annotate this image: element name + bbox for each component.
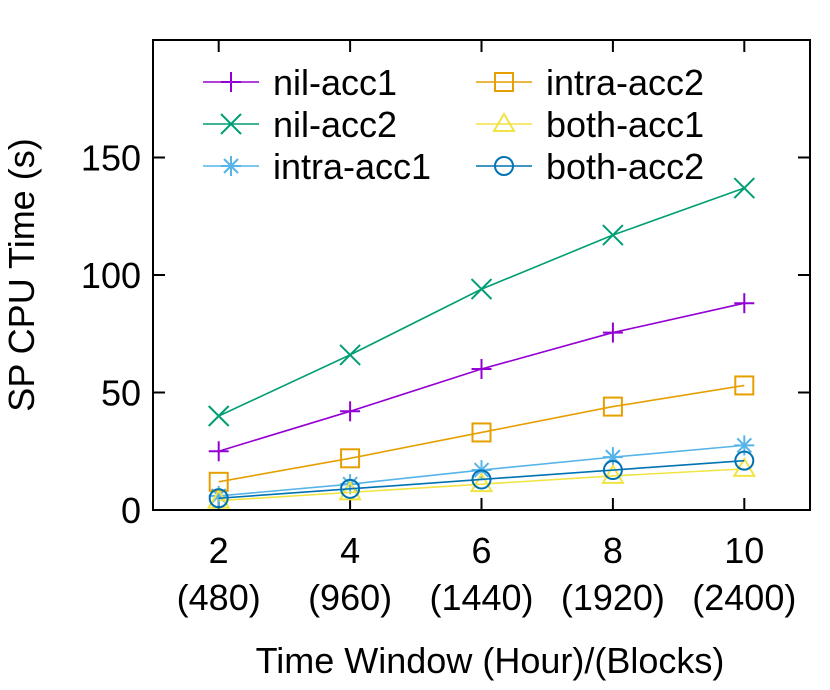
marker-triangle [338, 480, 362, 501]
data-point-plus [734, 293, 755, 314]
legend-item-both-acc2: both-acc2 [476, 146, 704, 187]
marker-triangle [492, 112, 516, 132]
data-point-triangle [338, 480, 362, 501]
data-point-square [602, 396, 623, 417]
marker-stroke [223, 158, 239, 174]
data-point-cross [470, 278, 493, 300]
y-tick-label: 50 [101, 373, 141, 414]
data-point-plus [221, 72, 241, 92]
data-point-square [734, 375, 755, 396]
series-nil-acc1 [208, 293, 755, 462]
marker-square [734, 375, 755, 396]
marker-square [471, 422, 492, 443]
marker-stroke [736, 437, 753, 454]
data-point-cross [207, 405, 230, 427]
x-tick-label: 8 [603, 530, 623, 571]
marker-stroke [470, 278, 493, 300]
data-point-triangle [492, 112, 516, 132]
marker-circle [734, 450, 755, 471]
legend-label: both-acc2 [546, 146, 704, 187]
x-tick-label: 2 [209, 530, 229, 571]
series-line-nil-acc2 [218, 187, 745, 417]
legend: nil-acc1nil-acc2intra-acc1intra-acc2both… [203, 62, 704, 187]
data-point-square [471, 422, 492, 443]
y-tick-label: 150 [81, 138, 141, 179]
data-point-cross [220, 113, 242, 135]
data-point-cross [339, 344, 361, 366]
x-tick-label: 4 [340, 530, 360, 571]
marker-triangle [601, 463, 625, 484]
x-axis-title: Time Window (Hour)/(Blocks) [256, 640, 725, 681]
series-layer [206, 177, 757, 509]
legend-item-intra-acc1: intra-acc1 [203, 146, 431, 187]
x-tick-label: 10 [724, 530, 764, 571]
marker-square [340, 448, 361, 469]
legend-label: intra-acc1 [273, 146, 431, 187]
series-line-both-acc2 [218, 459, 745, 500]
marker-stroke [220, 113, 242, 135]
legend-label: nil-acc1 [273, 62, 397, 103]
marker-triangle [469, 472, 494, 493]
x-axis-ticks: 2 (480) 4 (960) 6 (1440) 8 (1920) 10 (2400) [177, 40, 796, 618]
data-point-plus [208, 441, 229, 462]
legend-label: both-acc1 [546, 104, 704, 145]
x-tick-sublabel: (1920) [561, 577, 665, 618]
data-point-circle [602, 460, 623, 481]
legend-item-nil-acc2: nil-acc2 [203, 104, 397, 145]
data-point-cross [602, 224, 624, 246]
series-line-intra-acc2 [218, 384, 745, 483]
y-tick-label: 100 [81, 255, 141, 296]
marker-circle [208, 488, 229, 509]
marker-stroke [339, 344, 361, 366]
data-point-star [221, 156, 241, 176]
data-point-circle [208, 488, 229, 509]
y-tick-label: 0 [121, 490, 141, 531]
x-tick-sublabel: (480) [177, 577, 261, 618]
marker-circle [602, 460, 623, 481]
legend-item-nil-acc1: nil-acc1 [203, 62, 397, 103]
data-point-circle [340, 478, 361, 499]
series-both-acc2 [208, 450, 755, 509]
marker-circle [494, 156, 514, 176]
data-point-plus [471, 359, 492, 379]
x-tick-sublabel: (960) [308, 577, 392, 618]
marker-stroke [602, 224, 624, 246]
data-point-plus [340, 401, 361, 422]
data-point-triangle [469, 472, 494, 493]
data-point-circle [734, 450, 755, 471]
data-point-triangle [601, 463, 625, 484]
x-tick-label: 6 [471, 530, 491, 571]
data-point-circle [471, 469, 492, 490]
series-line-both-acc1 [218, 468, 745, 502]
data-point-square [494, 72, 514, 92]
legend-label: intra-acc2 [546, 62, 704, 103]
data-point-plus [602, 322, 623, 343]
legend-label: nil-acc2 [273, 104, 397, 145]
series-nil-acc2 [207, 177, 756, 427]
legend-item-both-acc1: both-acc1 [476, 104, 704, 145]
y-axis-title: SP CPU Time (s) [1, 138, 42, 411]
marker-stroke [207, 405, 230, 427]
marker-circle [471, 469, 492, 490]
legend-item-intra-acc2: intra-acc2 [476, 62, 704, 103]
plot-frame [152, 39, 811, 511]
data-point-circle [494, 156, 514, 176]
x-tick-sublabel: (1440) [429, 577, 533, 618]
y-axis-ticks: 0 50 100 150 [81, 138, 810, 531]
x-tick-sublabel: (2400) [692, 577, 796, 618]
marker-stroke [733, 177, 756, 199]
marker-square [494, 72, 514, 92]
data-point-square [340, 448, 361, 469]
marker-square [602, 396, 623, 417]
data-point-cross [733, 177, 756, 199]
marker-circle [340, 478, 361, 499]
